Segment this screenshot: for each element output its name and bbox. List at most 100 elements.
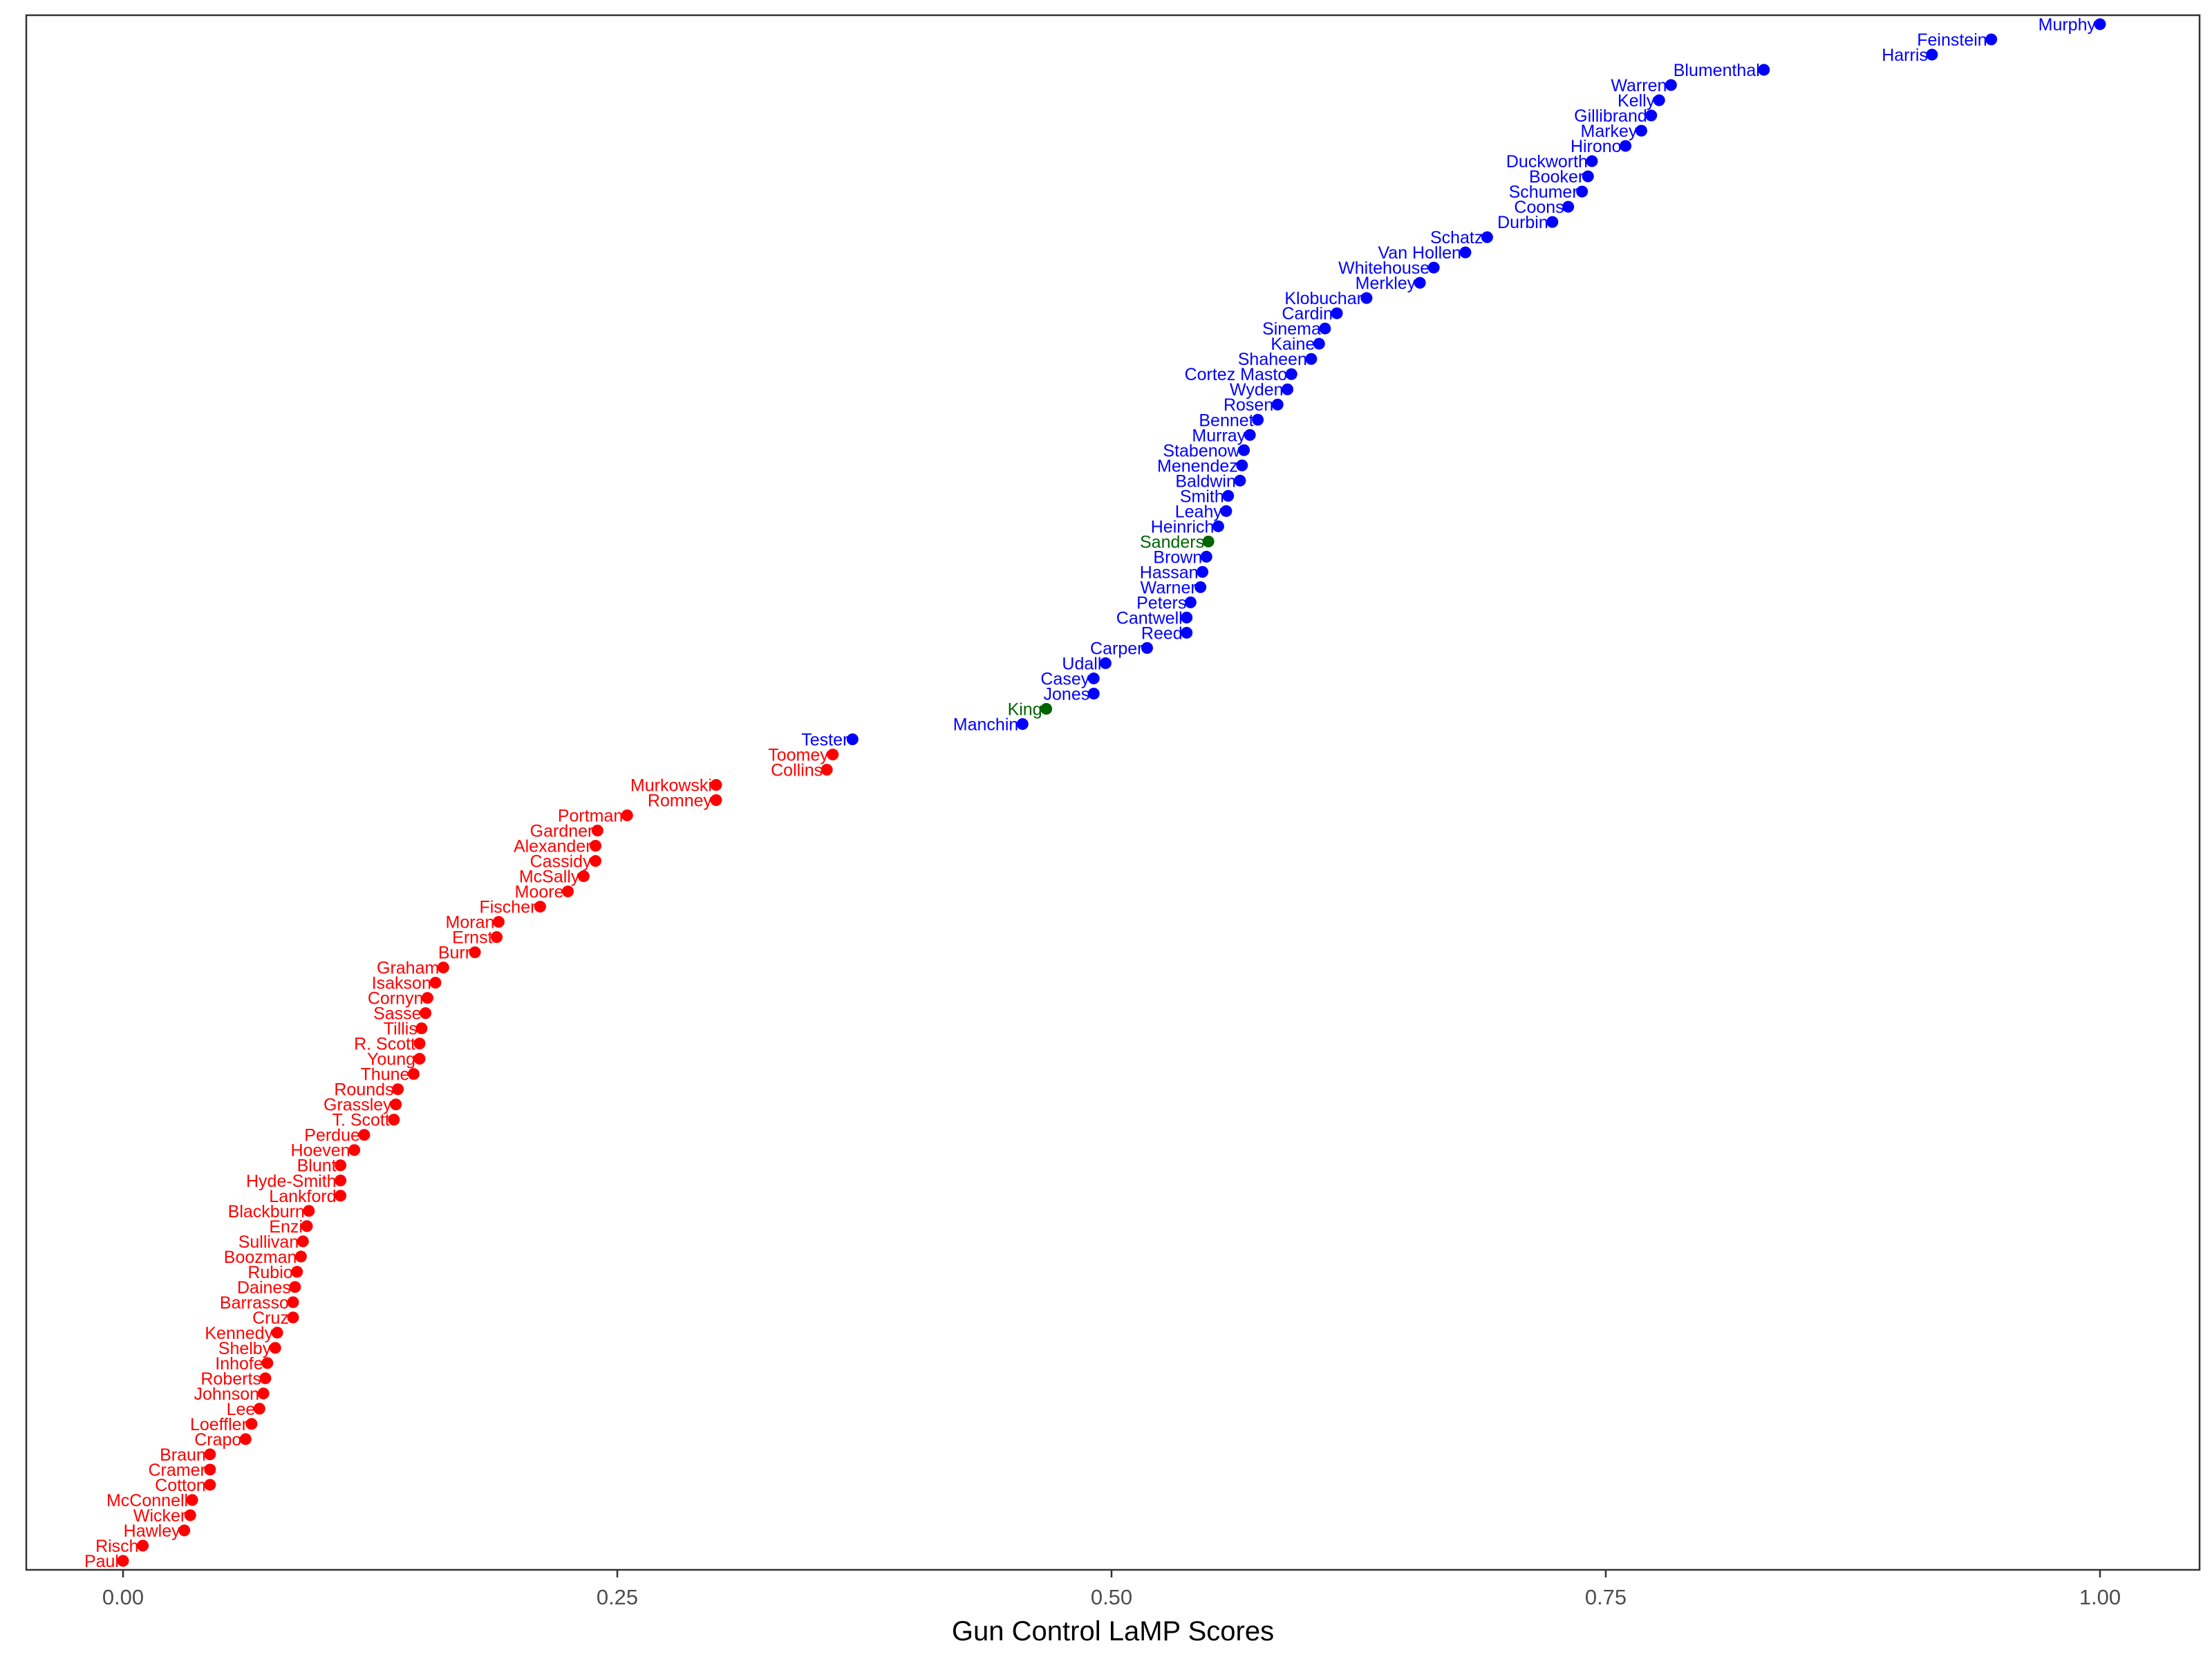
label-tillis: Tillis — [384, 1020, 418, 1039]
label-hyde-smith: Hyde-Smith — [246, 1172, 337, 1191]
label-udall: Udall — [1062, 654, 1101, 673]
point-van-hollen — [1459, 246, 1472, 259]
point-mcconnell — [186, 1494, 198, 1506]
point-brown — [1200, 550, 1212, 563]
label-casey: Casey — [1040, 669, 1089, 688]
point-murray — [1244, 429, 1256, 441]
label-cruz: Cruz — [252, 1309, 289, 1328]
point-warner — [1194, 581, 1207, 593]
label-murkowski: Murkowski — [630, 776, 712, 795]
point-sullivan — [297, 1235, 309, 1248]
point-shaheen — [1305, 353, 1318, 365]
point-cortez-masto — [1285, 368, 1297, 380]
point-schatz — [1481, 231, 1493, 243]
point-risch — [137, 1539, 149, 1552]
point-baldwin — [1234, 474, 1246, 487]
label-whitehouse: Whitehouse — [1338, 259, 1430, 278]
label-young: Young — [367, 1050, 415, 1069]
point-young — [413, 1053, 426, 1065]
point-bennet — [1252, 413, 1264, 426]
label-klobuchar: Klobuchar — [1284, 289, 1362, 308]
label-reed: Reed — [1141, 624, 1183, 643]
label-cassidy: Cassidy — [530, 852, 592, 872]
point-lee — [253, 1403, 265, 1415]
label-cantwell: Cantwell — [1116, 608, 1183, 628]
point-roberts — [259, 1372, 272, 1385]
label-schumer: Schumer — [1509, 182, 1578, 202]
label-cortez-masto: Cortez Masto — [1185, 365, 1288, 384]
x-tick-label: 0.50 — [1091, 1585, 1132, 1609]
point-feinstein — [1985, 33, 1998, 46]
panel-border — [25, 14, 2201, 1571]
label-braun: Braun — [160, 1445, 206, 1465]
label-collins: Collins — [771, 760, 823, 780]
label-murphy: Murphy — [2038, 15, 2097, 35]
point-harris — [1926, 48, 1938, 61]
label-hirono: Hirono — [1571, 137, 1622, 156]
point-cramer — [204, 1463, 216, 1476]
label-manchin: Manchin — [953, 715, 1019, 734]
label-tester: Tester — [801, 730, 848, 749]
point-daines — [289, 1281, 301, 1293]
label-blunt: Blunt — [297, 1156, 337, 1176]
point-blumenthal — [1758, 64, 1770, 76]
label-crapo: Crapo — [194, 1430, 241, 1450]
label-shaheen: Shaheen — [1238, 350, 1307, 369]
label-lankford: Lankford — [269, 1187, 336, 1206]
label-baldwin: Baldwin — [1175, 471, 1236, 491]
label-kaine: Kaine — [1271, 335, 1315, 354]
label-merkley: Merkley — [1356, 274, 1416, 293]
point-kennedy — [271, 1327, 283, 1339]
x-tick-label: 0.25 — [597, 1585, 638, 1609]
point-braun — [204, 1448, 216, 1461]
point-moore — [562, 885, 574, 898]
point-shelby — [269, 1342, 281, 1354]
point-collins — [821, 763, 833, 776]
point-tillis — [415, 1022, 428, 1035]
label-toomey: Toomey — [768, 745, 829, 765]
point-murphy — [2094, 18, 2106, 30]
point-romney — [710, 794, 722, 807]
label-perdue: Perdue — [304, 1126, 360, 1145]
point-sinema — [1319, 322, 1331, 335]
point-gillibrand — [1645, 109, 1658, 122]
point-rubio — [291, 1266, 303, 1278]
point-hassan — [1197, 565, 1209, 578]
label-carper: Carper — [1090, 639, 1143, 658]
label-cotton: Cotton — [155, 1476, 206, 1495]
label-warner: Warner — [1141, 578, 1197, 597]
label-hawley: Hawley — [124, 1521, 180, 1541]
point-kaine — [1313, 337, 1325, 350]
point-mcsally — [577, 870, 590, 883]
x-axis: 0.00 0.25 0.50 0.75 1.00 — [102, 1570, 2121, 1609]
point-merkley — [1414, 276, 1426, 289]
point-barrasso — [287, 1296, 299, 1309]
label-schatz: Schatz — [1430, 228, 1483, 247]
label-markey: Markey — [1581, 122, 1638, 141]
point-carper — [1141, 641, 1153, 654]
point-portman — [621, 809, 633, 822]
point-markey — [1635, 124, 1647, 137]
point-heinrich — [1212, 520, 1224, 532]
label-boozman: Boozman — [224, 1248, 297, 1267]
label-cramer: Cramer — [148, 1461, 205, 1480]
label-t-scott: T. Scott — [332, 1111, 389, 1130]
point-sanders — [1202, 535, 1215, 547]
point-duckworth — [1586, 155, 1598, 167]
point-t-scott — [388, 1114, 400, 1126]
label-alexander: Alexander — [514, 837, 592, 856]
point-stabenow — [1238, 444, 1250, 456]
point-grassley — [390, 1098, 402, 1111]
label-ernst: Ernst — [452, 928, 492, 948]
label-hoeven: Hoeven — [290, 1141, 350, 1161]
point-hoeven — [348, 1144, 361, 1156]
x-axis-title: Gun Control LaMP Scores — [952, 1616, 1274, 1647]
point-thune — [407, 1068, 420, 1080]
label-warren: Warren — [1611, 76, 1667, 95]
label-gillibrand: Gillibrand — [1574, 106, 1647, 126]
point-murkowski — [710, 778, 722, 791]
label-cornyn: Cornyn — [368, 989, 424, 1009]
point-cassidy — [590, 855, 602, 868]
label-isakson: Isakson — [372, 974, 431, 993]
